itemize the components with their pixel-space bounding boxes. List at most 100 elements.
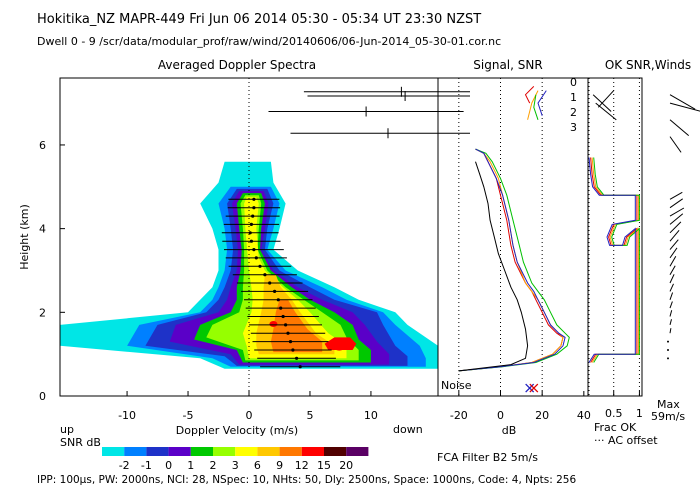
colorbar-swatch: [102, 447, 125, 456]
winds-plot-marks: 0.5 1: [588, 78, 700, 420]
ac-offset-note: ··· AC offset: [594, 434, 658, 447]
spectra-ylabel: Height (km): [18, 204, 31, 270]
snr-upper-gate-line: [533, 94, 539, 120]
spectra-ytick-label: 2: [39, 306, 46, 319]
max-label: Max: [657, 398, 680, 411]
snr-xtick-label: 20: [535, 409, 549, 422]
spectra-xtick-label: -5: [183, 409, 194, 422]
mean-velocity-point: [258, 264, 262, 268]
wind-vector: [669, 301, 673, 309]
snr-legend-entry: 1: [570, 91, 577, 104]
header-line1: Hokitika_NZ MAPR-449 Fri Jun 06 2014 05:…: [37, 12, 481, 27]
colorbar-level-label: 20: [339, 459, 353, 472]
snr-series-line: [458, 148, 564, 372]
snr-series-line: [458, 148, 564, 372]
wind-vector: [669, 255, 677, 267]
colorbar-swatch: [301, 447, 324, 456]
snr-db-label: SNR dB: [60, 436, 101, 449]
fracok-xtick-label: 0.5: [605, 407, 623, 420]
wind-vector: [669, 207, 685, 217]
snr-series-line: [458, 148, 570, 372]
snr-contour-band: [333, 342, 346, 351]
colorbar-level-label: 15: [317, 459, 331, 472]
snr-upper-gate-line: [524, 86, 535, 104]
colorbar-level-label: 2: [210, 459, 217, 472]
fracok-frame: [587, 77, 643, 397]
wind-vector: [669, 102, 700, 112]
snr-legend-entry: 3: [570, 121, 577, 134]
radar-parameters: IPP: 100µs, PW: 2000ns, NCI: 28, NSpec: …: [37, 474, 576, 486]
wind-arrow-upper: [595, 102, 617, 121]
snr-series-line: [458, 148, 566, 372]
fracok-line: [593, 157, 640, 363]
colorbar-swatch: [324, 447, 347, 456]
mean-velocity-point: [279, 306, 283, 310]
spectra-xlabel: Doppler Velocity (m/s): [176, 424, 298, 437]
wind-vector: [669, 136, 682, 153]
fracok-line: [588, 157, 636, 363]
wind-vector: [669, 213, 684, 225]
wind-vector: [669, 292, 674, 300]
wind-vector-dot: [667, 340, 669, 343]
header-line2: Dwell 0 - 9 /scr/data/modular_prof/raw/w…: [37, 35, 501, 48]
snr-contour-band: [269, 321, 278, 327]
fracok-label: Frac OK: [594, 421, 637, 434]
snr-contour-band: [206, 195, 359, 361]
mean-velocity-point: [298, 365, 302, 369]
colorbar-level-label: 12: [295, 459, 309, 472]
wind-vector: [669, 229, 680, 242]
snr-title: Signal, SNR: [473, 58, 542, 72]
snr-xlabel: dB: [502, 424, 517, 437]
spectra-ytick-label: 0: [39, 390, 46, 403]
colorbar-swatch: [257, 447, 280, 456]
max-speed: 59m/s: [651, 410, 685, 423]
noise-marker: [529, 383, 539, 393]
colorbar-swatch: [190, 447, 213, 456]
wind-vector-dot: [667, 357, 669, 360]
snr-legend-entry: 0: [570, 76, 577, 89]
mean-velocity-point: [252, 248, 256, 252]
colorbar-swatch: [124, 447, 147, 456]
colorbar-level-label: 1: [187, 459, 194, 472]
wind-vector: [669, 319, 672, 326]
mean-velocity-point: [276, 298, 280, 302]
fracok-line: [590, 157, 638, 363]
wind-vector-dot: [667, 348, 669, 351]
wind-vector: [669, 94, 696, 110]
mean-velocity-point: [288, 340, 293, 344]
mean-velocity-point: [284, 323, 288, 327]
wind-vector: [669, 283, 674, 292]
mean-velocity-point: [251, 214, 255, 218]
snr-upper-gate-line: [537, 90, 547, 116]
snr-series-line: [458, 161, 529, 372]
colorbar-swatch: [213, 447, 236, 456]
mean-velocity-point: [268, 281, 272, 285]
spectra-xtick-label: 5: [306, 409, 313, 422]
mean-velocity-point: [291, 348, 295, 352]
winds-title: OK SNR,Winds: [605, 58, 691, 72]
colorbar-level-label: 3: [232, 459, 239, 472]
spectra-title: Averaged Doppler Spectra: [158, 58, 316, 72]
fracok-line: [591, 157, 639, 363]
colorbar-swatch: [146, 447, 169, 456]
noise-label: Noise: [441, 379, 472, 392]
snr-legend-entry: 2: [570, 106, 577, 119]
wind-vector: [669, 198, 683, 209]
spectra-xtick-label: -10: [118, 409, 136, 422]
wind-vector: [669, 191, 683, 200]
wind-vector: [669, 239, 679, 250]
mean-velocity-point: [273, 289, 277, 293]
mean-velocity-point: [252, 197, 256, 201]
mean-velocity-point: [254, 256, 258, 260]
spectra-contours: [60, 161, 438, 369]
spectra-xtick-label: 0: [246, 409, 253, 422]
fca-filter-label: FCA Filter B2 5m/s: [437, 451, 538, 464]
wind-vector: [669, 265, 676, 275]
colorbar-swatch: [235, 447, 258, 456]
snr-frame: [437, 77, 589, 397]
wind-vector: [669, 221, 682, 234]
wind-vector: [669, 274, 675, 284]
colorbar-level-label: 0: [165, 459, 172, 472]
